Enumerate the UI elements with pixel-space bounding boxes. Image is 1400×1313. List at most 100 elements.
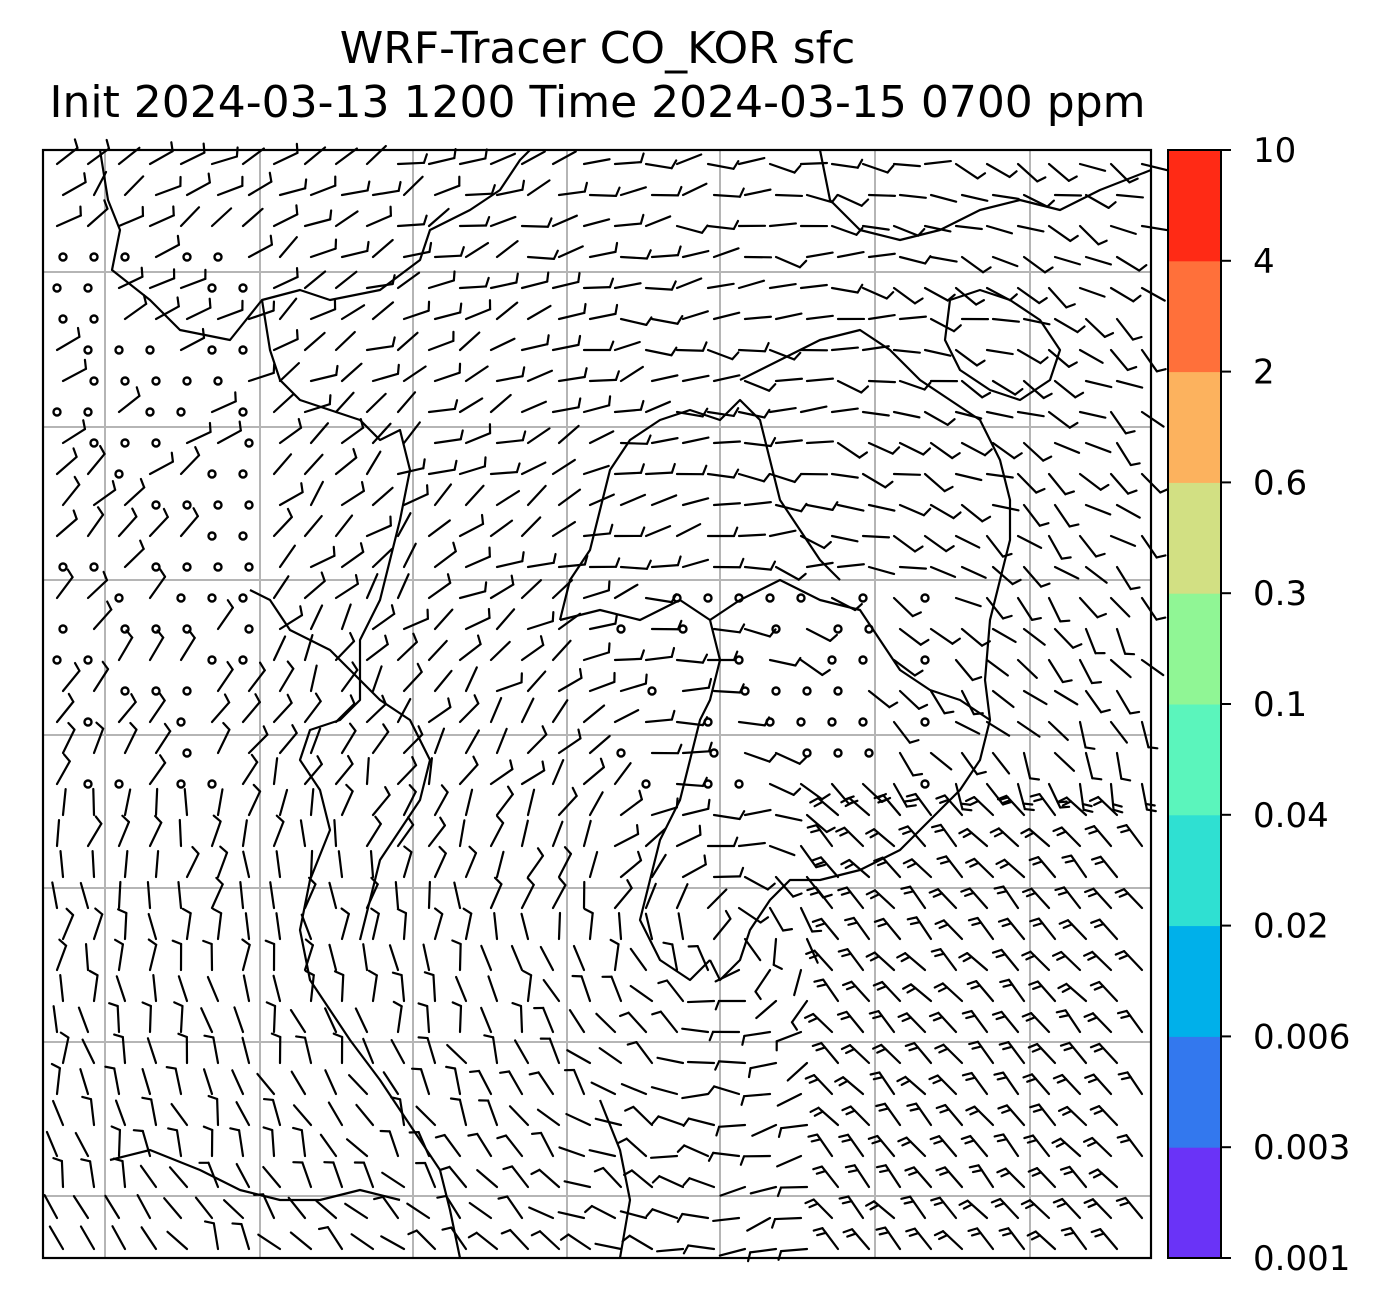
wind-barb [861,472,894,489]
wind-barb [712,311,741,321]
wind-barb [933,982,964,1003]
wind-barb [1078,224,1108,246]
wind-barb [712,909,732,941]
wind-barb [520,271,550,290]
wind-barb [830,346,859,352]
wind-barb [51,1099,65,1127]
wind-barb [774,565,807,581]
wind-barb [147,938,158,972]
wind-barb [1027,1042,1057,1065]
wind-barb [804,1198,834,1220]
calm-wind-marker [802,748,812,758]
wind-barb [528,1071,555,1096]
wind-barb [928,1074,958,1096]
wind-barb [458,694,480,724]
wind-barb [309,238,338,259]
wind-barb [960,751,987,776]
wind-barb [898,627,930,646]
calm-wind-marker [641,779,651,789]
wind-barb [993,1133,1020,1158]
colorbar-tick-label: 2 [1253,353,1275,393]
wind-barb [751,1123,778,1137]
wind-barb [340,240,370,259]
wind-barb [805,440,835,445]
wind-barb [185,297,212,321]
calm-wind-marker [52,407,62,417]
wind-barb [369,849,375,879]
calm-wind-marker [734,655,744,665]
wind-barb [928,888,958,910]
wind-barb [619,493,647,507]
wind-barb [557,667,583,693]
wind-barb [805,377,834,383]
wind-barb [551,639,572,662]
wind-barb [114,1099,127,1127]
wind-barb [867,252,896,259]
wind-barb [1109,162,1139,184]
wind-barb [303,331,326,352]
wind-barb [985,658,1009,677]
wind-barb [333,970,345,1003]
wind-barb [117,386,141,414]
wind-barb [1053,441,1081,454]
wind-barb [644,159,678,170]
wind-barb [1047,162,1078,182]
wind-barb [148,451,174,476]
wind-barb [712,440,742,445]
calm-wind-marker [771,624,781,634]
wind-barb [392,1000,403,1034]
wind-barb [433,541,457,569]
wind-barb [468,1069,493,1096]
wind-barb [371,723,390,755]
wind-barb [406,1202,431,1220]
wind-barb [799,844,826,869]
wind-barb [458,331,481,352]
wind-barb [422,943,431,972]
wind-barb [233,1006,245,1034]
wind-barb [141,1001,152,1034]
wind-barb [776,1185,809,1198]
wind-barb [315,1199,338,1220]
wind-barb [480,944,493,972]
wind-barb [526,427,551,445]
wind-barb [272,814,285,848]
wind-barb [458,819,466,848]
wind-barb [813,978,840,1003]
wind-barb [1084,503,1112,516]
calm-wind-marker [151,686,161,696]
wind-barb [79,881,90,910]
wind-barb [520,461,547,476]
wind-barb [508,1105,530,1127]
wind-barb [873,917,902,941]
wind-barb [464,184,496,197]
wind-barb [966,980,995,1003]
wind-barb [985,410,1014,419]
wind-barb [714,999,747,1011]
wind-barb [489,152,517,166]
wind-barb [123,294,148,321]
wind-barb [644,215,672,228]
wind-barb [59,974,65,1003]
wind-barb [865,889,896,910]
wind-barb [995,858,1026,879]
wind-barb [1084,317,1115,339]
wind-barb [1023,1134,1051,1158]
wind-barb [892,658,924,677]
wind-barb [991,948,1020,972]
wind-barb [775,1030,803,1052]
wind-barb [1140,534,1167,559]
wind-barb [682,1177,716,1189]
wind-barb [1016,720,1041,738]
wind-barb [194,1196,214,1220]
wind-barb [108,1002,121,1034]
wind-barb [334,514,354,538]
wind-barb [1140,720,1159,750]
wind-barb [309,422,330,445]
wind-barb [396,153,428,166]
wind-barb [1115,751,1132,782]
wind-barb [362,1037,375,1065]
wind-barb [334,210,359,228]
wind-barb [681,854,707,879]
wind-barb [1115,1196,1144,1220]
wind-barb [241,753,259,786]
